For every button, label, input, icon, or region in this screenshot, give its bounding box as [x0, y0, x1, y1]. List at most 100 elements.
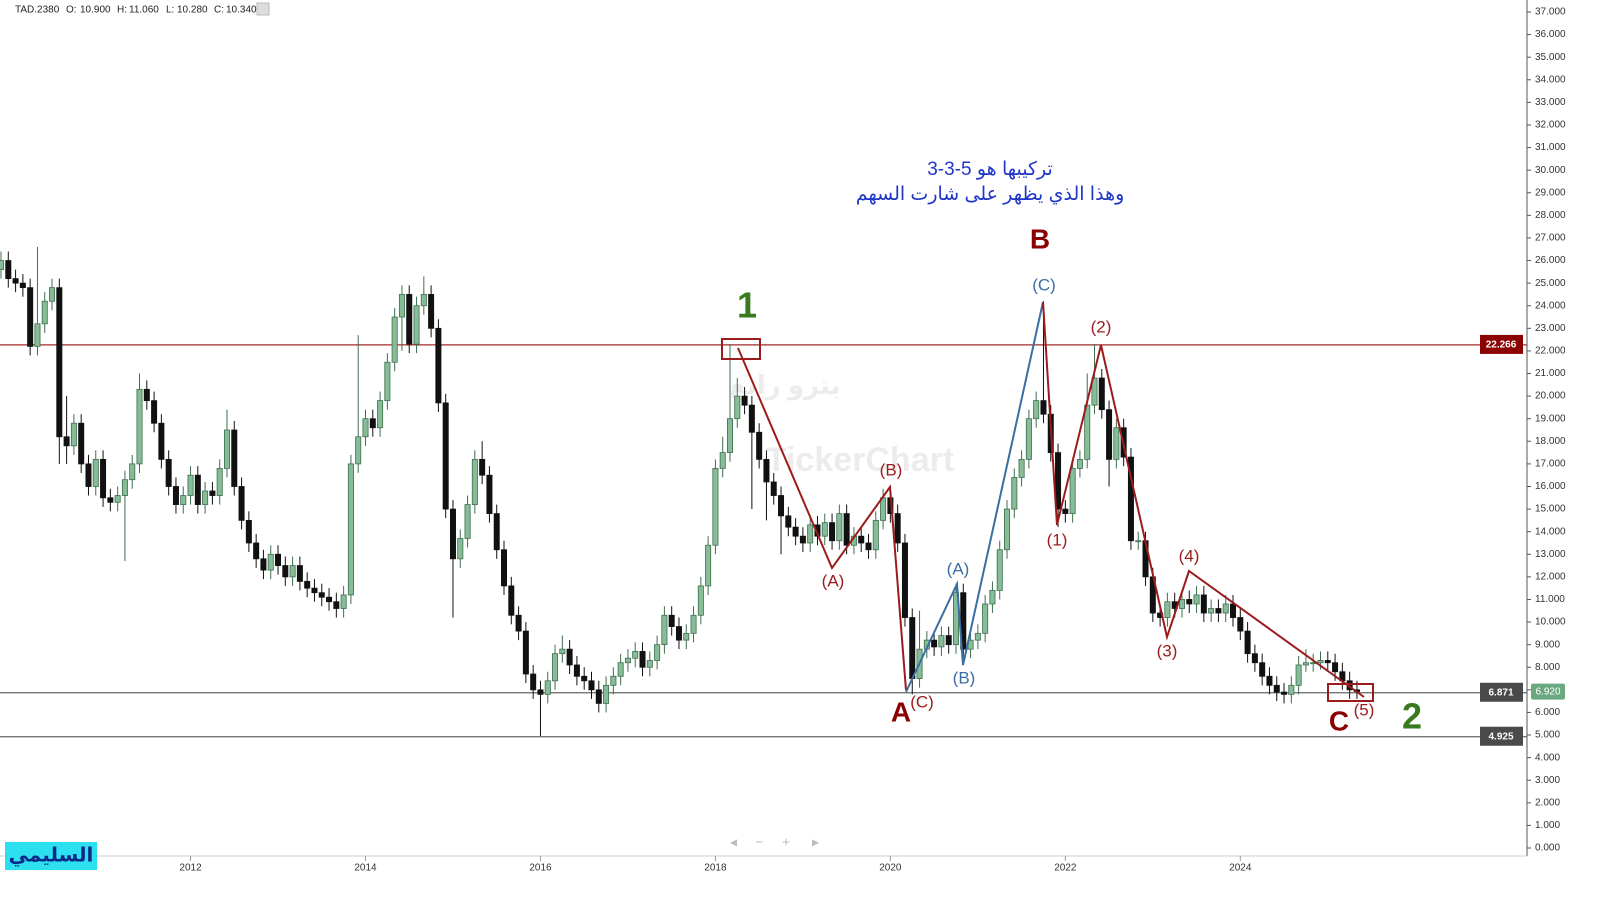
legend-key: C:	[214, 5, 224, 16]
y-tick-label: 37.000	[1535, 7, 1566, 18]
candle-body	[1259, 662, 1266, 677]
wave-label: (4)	[1179, 546, 1200, 565]
candle-body	[734, 395, 741, 420]
candle-body	[1288, 684, 1295, 695]
y-tick-label: 28.000	[1535, 210, 1566, 221]
candle-body	[1244, 630, 1251, 655]
y-tick-label: 17.000	[1535, 459, 1566, 470]
y-tick-label: 8.000	[1535, 662, 1560, 673]
wave-line	[737, 347, 907, 691]
candle-body	[369, 418, 376, 429]
y-tick-label: 30.000	[1535, 165, 1566, 176]
candle-body	[406, 294, 413, 345]
candle-body	[989, 590, 996, 605]
candle-body	[1281, 691, 1288, 695]
y-tick-label: 3.000	[1535, 775, 1560, 786]
y-tick-label: 19.000	[1535, 413, 1566, 424]
wave-label: (A)	[822, 571, 845, 590]
legend-toggle[interactable]	[256, 2, 270, 16]
candle-body	[289, 565, 296, 578]
highlight-box	[1327, 683, 1374, 702]
candle-body	[858, 535, 865, 544]
nav-next[interactable]: ▸	[812, 834, 819, 850]
candle-body	[486, 474, 493, 514]
candle-body	[238, 486, 245, 521]
candle-body	[479, 458, 486, 476]
candle-body	[646, 660, 653, 668]
candle-body	[675, 626, 682, 641]
candle-body	[610, 675, 617, 686]
y-tick-label: 23.000	[1535, 323, 1566, 334]
candle-body	[537, 689, 544, 695]
candle-body	[559, 648, 566, 655]
x-tick-label: 2024	[1229, 863, 1252, 874]
candle-body	[1164, 601, 1171, 618]
y-tick-label: 9.000	[1535, 639, 1560, 650]
candle-body	[1332, 662, 1339, 673]
y-tick-label: 16.000	[1535, 481, 1566, 492]
wave-label: (5)	[1354, 700, 1375, 719]
author: السليمي	[9, 844, 94, 867]
wave-label: B	[1030, 223, 1050, 254]
nav-zoom-in[interactable]: +	[782, 834, 790, 850]
x-tick-label: 2018	[704, 863, 727, 874]
wave-label: C	[1329, 705, 1349, 736]
candle-body	[216, 468, 223, 496]
candle-body	[1025, 418, 1032, 460]
y-tick-label: 29.000	[1535, 187, 1566, 198]
candle-body	[107, 497, 114, 503]
y-tick-label: 34.000	[1535, 74, 1566, 85]
wave-label: (3)	[1157, 641, 1178, 660]
candle-body	[1076, 458, 1083, 469]
candle-body	[501, 549, 508, 587]
candle-body	[748, 404, 755, 433]
candle-body	[493, 513, 500, 551]
y-tick-label: 20.000	[1535, 391, 1566, 402]
candle-body	[1273, 684, 1280, 693]
candle-body	[1302, 662, 1309, 666]
candle-body	[880, 497, 887, 521]
y-tick-label: 10.000	[1535, 617, 1566, 628]
candle-body	[56, 287, 63, 438]
candle-body	[1011, 477, 1018, 510]
y-tick-label: 35.000	[1535, 52, 1566, 63]
wave-label: (C)	[910, 692, 934, 711]
candle-body	[129, 463, 136, 481]
candle-body	[398, 294, 405, 318]
candle-body	[92, 458, 99, 487]
candle-body	[209, 490, 216, 496]
price-line-box	[1480, 334, 1523, 354]
wave-label: A	[891, 696, 911, 727]
wave-lines	[721, 301, 1374, 702]
candle-body	[100, 458, 107, 499]
candle-body	[632, 651, 639, 659]
candle-body	[311, 587, 318, 594]
wave-labels: 1 B (C) (2) (B) (A) (1) (4) (A) (B) (3) …	[737, 223, 1422, 736]
legend-value: 10.900	[80, 5, 111, 16]
candle-body	[347, 463, 354, 596]
candle-body	[1069, 468, 1076, 514]
watermark-arabic: بترو رابغ	[729, 370, 840, 401]
nav-zoom-out[interactable]: −	[755, 834, 763, 850]
nav-prev[interactable]: ◂	[730, 834, 737, 850]
candle-body	[34, 323, 41, 347]
candle-body	[5, 260, 12, 280]
candle-body	[275, 553, 282, 566]
candle-body	[792, 526, 799, 537]
candle-body	[763, 458, 770, 483]
candle-body	[231, 429, 238, 487]
candle-body	[355, 436, 362, 465]
candle-body	[1106, 409, 1113, 460]
candle-body	[1004, 508, 1011, 551]
candle-body	[70, 422, 77, 447]
candle-body	[996, 549, 1003, 591]
candle-body	[428, 294, 435, 329]
highlight-box	[721, 338, 761, 360]
candle-body	[267, 553, 274, 571]
candle-body	[1230, 603, 1237, 618]
note-line: وهذا الذي يظهر على شارت السهم	[856, 184, 1125, 205]
candle-body	[770, 481, 777, 496]
